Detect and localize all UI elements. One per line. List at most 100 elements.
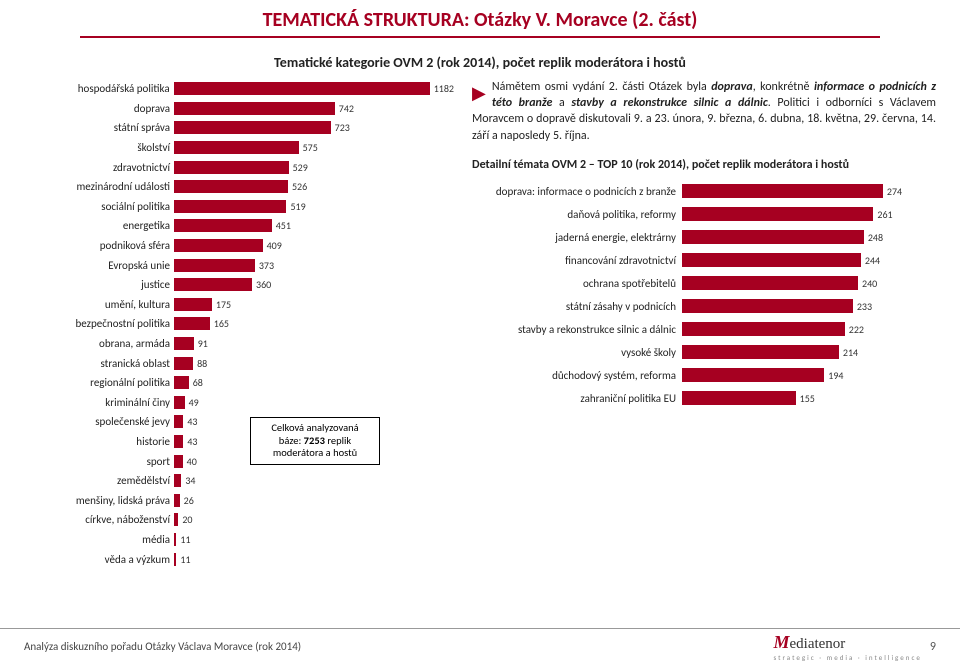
left-bar	[174, 376, 189, 389]
left-bar-value: 165	[214, 317, 229, 330]
left-bar-wrap: 165	[174, 317, 454, 330]
right-bar-label: financování zdravotnictví	[472, 254, 682, 267]
right-bar-value: 194	[828, 369, 843, 382]
right-bar-value: 222	[849, 323, 864, 336]
left-bar-label: kriminální činy	[24, 396, 174, 409]
right-bar-value: 240	[862, 277, 877, 290]
chart-subtitle: Tematické kategorie OVM 2 (rok 2014), po…	[0, 54, 960, 71]
left-bar	[174, 357, 193, 370]
left-bar-wrap: 360	[174, 278, 454, 291]
right-bar-label: daňová politika, reformy	[472, 208, 682, 221]
right-bar-row: jaderná energie, elektrárny248	[472, 226, 936, 249]
left-bar-label: sport	[24, 455, 174, 468]
right-bar-value: 274	[887, 185, 902, 198]
left-bar-label: menšiny, lidská práva	[24, 494, 174, 507]
left-bar	[174, 435, 183, 448]
note-text: ▶ Námětem osmi vydání 2. části Otázek by…	[472, 79, 936, 144]
left-bar-row: energetika451	[24, 216, 454, 236]
left-bar	[174, 141, 299, 154]
right-panel: ▶ Námětem osmi vydání 2. části Otázek by…	[454, 79, 936, 587]
right-bar-value: 155	[800, 392, 815, 405]
left-bar	[174, 494, 180, 507]
left-bar-row: hospodářská politika1182	[24, 79, 454, 99]
callout-line3: moderátora a hostů	[273, 446, 357, 459]
right-bar-wrap: 274	[682, 184, 936, 198]
left-bar-label: Evropská unie	[24, 259, 174, 272]
left-bar-wrap: 88	[174, 357, 454, 370]
left-bar-wrap: 34	[174, 474, 454, 487]
right-bar-label: ochrana spotřebitelů	[472, 277, 682, 290]
left-bar	[174, 513, 178, 526]
right-bar	[682, 322, 845, 336]
left-bar-wrap: 11	[174, 553, 454, 566]
left-bar-label: bezpečnostní politika	[24, 317, 174, 330]
right-bar-wrap: 240	[682, 276, 936, 290]
left-bar-value: 451	[276, 219, 291, 232]
right-bar	[682, 345, 839, 359]
left-bar-label: zemědělství	[24, 474, 174, 487]
left-bar	[174, 259, 255, 272]
left-bar-row: historie43	[24, 432, 454, 452]
left-bar-wrap: 11	[174, 533, 454, 546]
left-bar-label: média	[24, 533, 174, 546]
right-bar-wrap: 194	[682, 368, 936, 382]
callout-line2-suffix: replik	[325, 434, 351, 447]
left-bar	[174, 239, 263, 252]
left-bar-value: 40	[187, 455, 197, 468]
left-bar-value: 723	[335, 121, 350, 134]
left-bar-row: média 11	[24, 530, 454, 550]
left-bar	[174, 161, 289, 174]
left-bar-wrap: 49	[174, 396, 454, 409]
left-bar-value: 26	[184, 494, 194, 507]
right-bar-label: doprava: informace o podnicích z branže	[472, 185, 682, 198]
right-bar-wrap: 155	[682, 391, 936, 405]
left-bar-wrap: 26	[174, 494, 454, 507]
left-bar	[174, 82, 430, 95]
left-bar	[174, 121, 331, 134]
right-bar-wrap: 233	[682, 299, 936, 313]
left-bar-value: 68	[193, 376, 203, 389]
right-bar-row: vysoké školy214	[472, 341, 936, 364]
left-bar	[174, 455, 183, 468]
left-bar-row: Evropská unie373	[24, 255, 454, 275]
left-bar-wrap: 20	[174, 513, 454, 526]
left-bar	[174, 200, 286, 213]
right-bar-label: zahraniční politika EU	[472, 392, 682, 405]
right-bar	[682, 276, 858, 290]
callout-line2-prefix: báze:	[279, 434, 304, 447]
left-bar-row: kriminální činy49	[24, 393, 454, 413]
left-bar-label: mezinárodní události	[24, 180, 174, 193]
left-bar-label: umění, kultura	[24, 298, 174, 311]
left-bar	[174, 317, 210, 330]
right-bar	[682, 253, 861, 267]
right-bar	[682, 230, 864, 244]
left-bar-value: 409	[267, 239, 282, 252]
left-bar	[174, 180, 288, 193]
left-bar-value: 43	[187, 435, 197, 448]
left-bar	[174, 337, 194, 350]
left-bar-row: regionální politika68	[24, 373, 454, 393]
right-bar-row: financování zdravotnictví244	[472, 249, 936, 272]
right-bar-value: 248	[868, 231, 883, 244]
left-bar-row: církve, náboženství20	[24, 510, 454, 530]
right-bar	[682, 368, 824, 382]
logo-brand: ediatenor	[790, 636, 846, 652]
left-bar-wrap: 373	[174, 259, 454, 272]
left-bar-wrap: 742	[174, 102, 454, 115]
left-bar-value: 360	[256, 278, 271, 291]
logo-m: M	[773, 632, 789, 652]
left-bar-value: 11	[180, 553, 190, 566]
right-bar-value: 214	[843, 346, 858, 359]
left-bar-label: podniková sféra	[24, 239, 174, 252]
left-bar-value: 11	[180, 533, 190, 546]
left-bar-wrap: 1182	[174, 82, 454, 95]
right-bar-row: daňová politika, reformy261	[472, 203, 936, 226]
left-bar-row: školství575	[24, 138, 454, 158]
right-bar-wrap: 248	[682, 230, 936, 244]
left-bar	[174, 102, 335, 115]
left-bar-value: 175	[216, 298, 231, 311]
page-title: TEMATICKÁ STRUKTURA: Otázky V. Moravce (…	[220, 8, 740, 32]
left-bar	[174, 533, 176, 546]
right-chart-title: Detailní témata OVM 2 – TOP 10 (rok 2014…	[472, 158, 936, 172]
right-bar-row: státní zásahy v podnicích233	[472, 295, 936, 318]
